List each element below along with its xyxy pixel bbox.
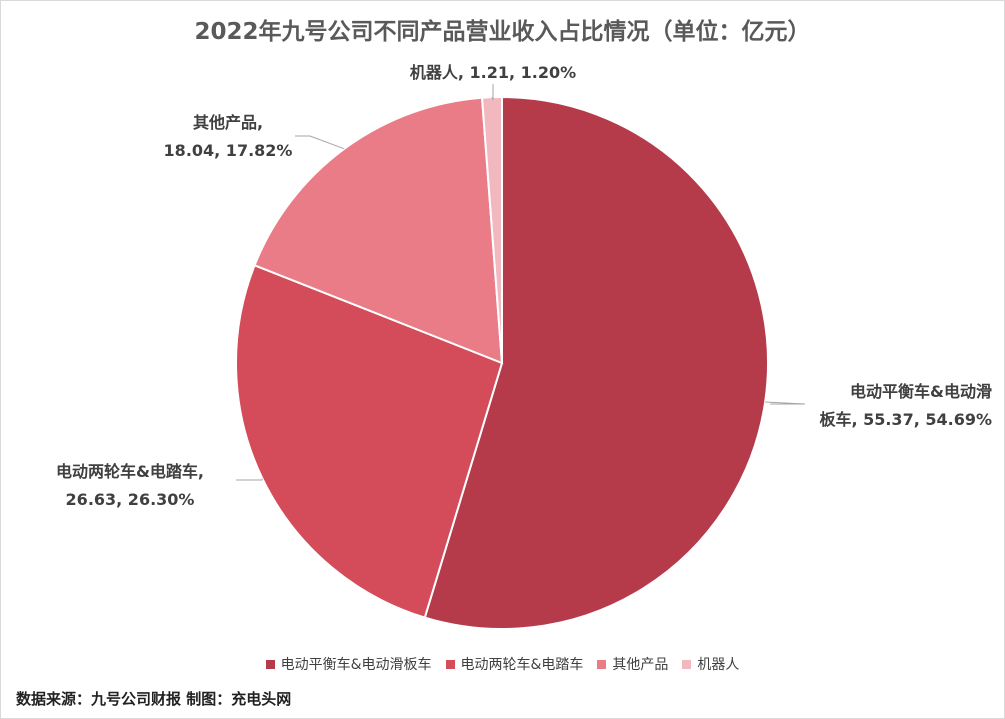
legend-swatch (445, 659, 455, 669)
pie-slice-2 (235, 263, 504, 619)
pie-slice-4 (480, 95, 503, 364)
legend-label: 机器人 (697, 657, 740, 673)
data-label-3: 其他产品, 18.04, 17.82% (164, 113, 293, 160)
legend-label: 电动平衡车&电动滑板车 (280, 657, 432, 673)
legend-label: 其他产品 (612, 657, 669, 673)
data-label-4: 机器人, 1.21, 1.20% (410, 63, 576, 82)
source-note: 数据来源：九号公司财报 制图：充电头网 (16, 690, 292, 708)
legend-label: 电动两轮车&电踏车 (460, 657, 584, 673)
leader-line-4 (491, 84, 494, 101)
legend-swatch (682, 659, 692, 669)
leader-line-3 (295, 135, 345, 150)
data-label-2: 电动两轮车&电踏车, 26.63, 26.30% (56, 462, 204, 509)
pie-slice-3 (253, 96, 504, 365)
chart-legend: 电动平衡车&电动滑板车 电动两轮车&电踏车 其他产品 机器人 (0, 654, 1005, 674)
legend-item-1: 电动平衡车&电动滑板车 (265, 654, 432, 674)
legend-item-2: 电动两轮车&电踏车 (445, 654, 584, 674)
legend-item-4: 机器人 (682, 654, 739, 674)
chart-title: 2022年九号公司不同产品营业收入占比情况（单位：亿元） (194, 19, 811, 45)
legend-swatch (597, 659, 607, 669)
leader-line-2 (236, 478, 263, 481)
legend-item-3: 其他产品 (597, 654, 668, 674)
leader-line-1 (765, 401, 806, 405)
legend-swatch (265, 659, 275, 669)
data-label-1: 电动平衡车&电动滑板车, 55.37, 54.69% (819, 382, 992, 429)
